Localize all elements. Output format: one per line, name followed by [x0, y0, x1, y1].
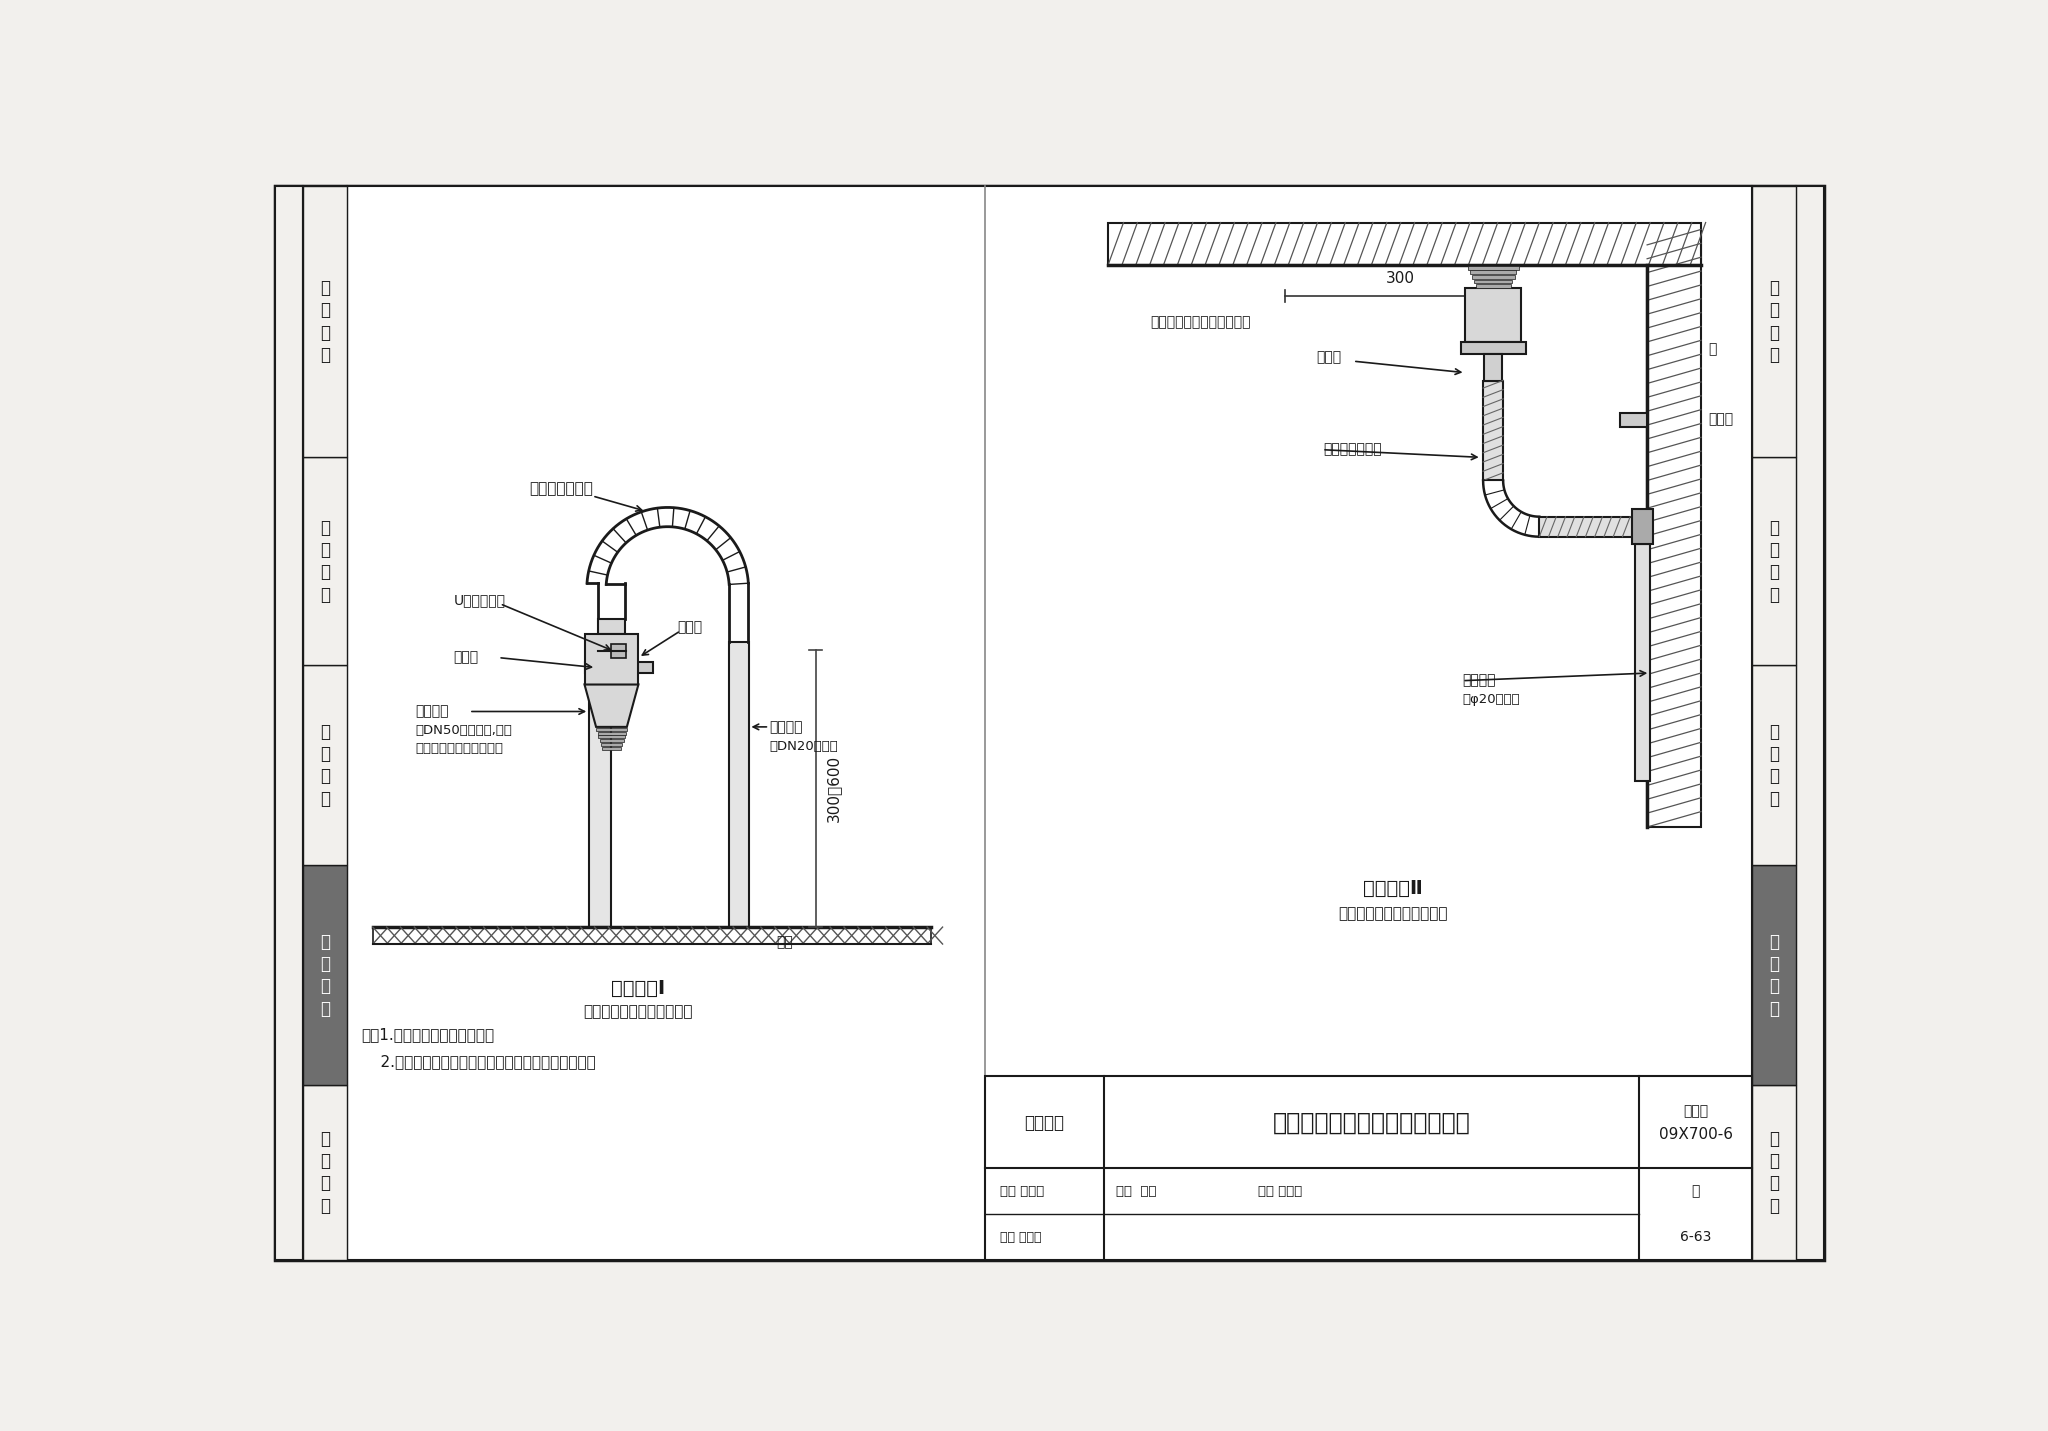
Text: 电缆套管: 电缆套管: [770, 720, 803, 734]
Bar: [1483, 381, 1503, 481]
Text: 电缆及金属软管: 电缆及金属软管: [530, 481, 594, 495]
Polygon shape: [584, 684, 639, 727]
Bar: [1647, 235, 1702, 827]
Bar: [610, 644, 627, 658]
Text: 2.两种方式均可采用墙上安装或利用钢管安装方式。: 2.两种方式均可采用墙上安装或利用钢管安装方式。: [360, 1055, 596, 1069]
Text: 设备安装: 设备安装: [1024, 1113, 1065, 1132]
Text: 探测器: 探测器: [1317, 351, 1341, 365]
Bar: [1473, 275, 1516, 279]
Text: 支撑钢管: 支撑钢管: [416, 704, 449, 718]
Bar: [1485, 355, 1503, 381]
Bar: [1477, 285, 1511, 288]
Text: 缆
线
敷
设: 缆 线 敷 设: [319, 723, 330, 807]
Bar: [303, 186, 348, 1259]
Text: 设
备
安
装: 设 备 安 装: [319, 933, 330, 1017]
Bar: [1632, 509, 1653, 544]
Bar: [303, 458, 348, 665]
Bar: [303, 866, 348, 1085]
Text: 或装于可燃气体易于聚集处: 或装于可燃气体易于聚集处: [1151, 316, 1251, 329]
Bar: [303, 1085, 348, 1259]
Bar: [1466, 288, 1522, 342]
Text: 防爆圆型可燃气体探测器安装图: 防爆圆型可燃气体探测器安装图: [1274, 1110, 1470, 1135]
Text: 供
电
电
源: 供 电 电 源: [1769, 519, 1780, 604]
Text: 6-63: 6-63: [1679, 1231, 1712, 1245]
Bar: [1751, 866, 1796, 1085]
Text: 审核 段震寰: 审核 段震寰: [999, 1231, 1042, 1244]
Text: 防
雷
接
地: 防 雷 接 地: [1769, 1130, 1780, 1215]
Text: 注：1.本图适用于圆型探测器。: 注：1.本图适用于圆型探测器。: [360, 1027, 494, 1042]
Bar: [590, 665, 610, 927]
Text: 探测器: 探测器: [678, 620, 702, 634]
Bar: [584, 634, 639, 684]
Bar: [1470, 270, 1516, 275]
Bar: [598, 736, 625, 738]
Bar: [1751, 458, 1796, 665]
Bar: [1620, 412, 1647, 426]
Text: 机
房
工
程: 机 房 工 程: [319, 279, 330, 363]
Polygon shape: [588, 508, 748, 584]
Text: （可燃气体比空气重时用）: （可燃气体比空气重时用）: [584, 1005, 692, 1019]
Text: 图集号: 图集号: [1683, 1105, 1708, 1118]
Text: 墙: 墙: [1708, 342, 1716, 356]
Bar: [586, 663, 653, 673]
Text: （可燃气体比空气轻时用）: （可燃气体比空气轻时用）: [1337, 906, 1448, 920]
Bar: [602, 747, 621, 750]
Bar: [1540, 517, 1647, 537]
Text: 校对  李怡: 校对 李怡: [1116, 1185, 1157, 1198]
Text: 防
雷
接
地: 防 雷 接 地: [319, 1130, 330, 1215]
Bar: [598, 731, 627, 734]
Text: 缆
线
敷
设: 缆 线 敷 设: [1769, 723, 1780, 807]
Bar: [1796, 186, 1825, 1259]
Bar: [1468, 266, 1518, 269]
Text: 09X700-6: 09X700-6: [1659, 1126, 1733, 1142]
Bar: [729, 643, 748, 927]
Bar: [373, 927, 932, 944]
Text: 安装方式Ⅰ: 安装方式Ⅰ: [612, 979, 666, 999]
Text: 安装方式Ⅱ: 安装方式Ⅱ: [1364, 879, 1423, 899]
Text: 机
房
工
程: 机 房 工 程: [1769, 279, 1780, 363]
Bar: [598, 620, 625, 634]
Text: 审核 段震寰: 审核 段震寰: [999, 1185, 1044, 1198]
Text: 电缆及金属软管: 电缆及金属软管: [1323, 442, 1382, 456]
Text: 利用现有水、气等管线）: 利用现有水、气等管线）: [416, 741, 504, 756]
Text: 支撑板: 支撑板: [453, 651, 479, 664]
Bar: [303, 186, 348, 458]
Bar: [1751, 1085, 1796, 1259]
Text: （DN50左右钢管,亦可: （DN50左右钢管,亦可: [416, 724, 512, 737]
Text: 电缆套管: 电缆套管: [1462, 674, 1495, 688]
Bar: [600, 743, 623, 746]
Bar: [596, 727, 627, 731]
Text: 地面: 地面: [776, 936, 793, 950]
Bar: [274, 186, 303, 1259]
Text: 设计 张路明: 设计 张路明: [1257, 1185, 1303, 1198]
Bar: [1634, 544, 1651, 781]
Bar: [1751, 186, 1796, 458]
Bar: [600, 740, 625, 743]
Text: 设
备
安
装: 设 备 安 装: [1769, 933, 1780, 1017]
Text: 300: 300: [1386, 272, 1415, 286]
Bar: [348, 186, 1751, 1259]
Bar: [985, 1076, 1751, 1259]
Bar: [1108, 223, 1702, 265]
Bar: [1751, 186, 1796, 1259]
Text: 300～600: 300～600: [825, 756, 842, 821]
Text: （φ20钢管）: （φ20钢管）: [1462, 694, 1520, 707]
Text: （DN20钢管）: （DN20钢管）: [770, 740, 838, 753]
Text: 页: 页: [1692, 1185, 1700, 1198]
Text: U型螺栓管卡: U型螺栓管卡: [453, 592, 506, 607]
Bar: [1475, 279, 1511, 283]
Text: 支撑板: 支撑板: [1708, 412, 1735, 426]
Text: 供
电
电
源: 供 电 电 源: [319, 519, 330, 604]
Bar: [1751, 665, 1796, 866]
Bar: [303, 665, 348, 866]
Polygon shape: [1483, 481, 1540, 537]
Bar: [1460, 342, 1526, 355]
